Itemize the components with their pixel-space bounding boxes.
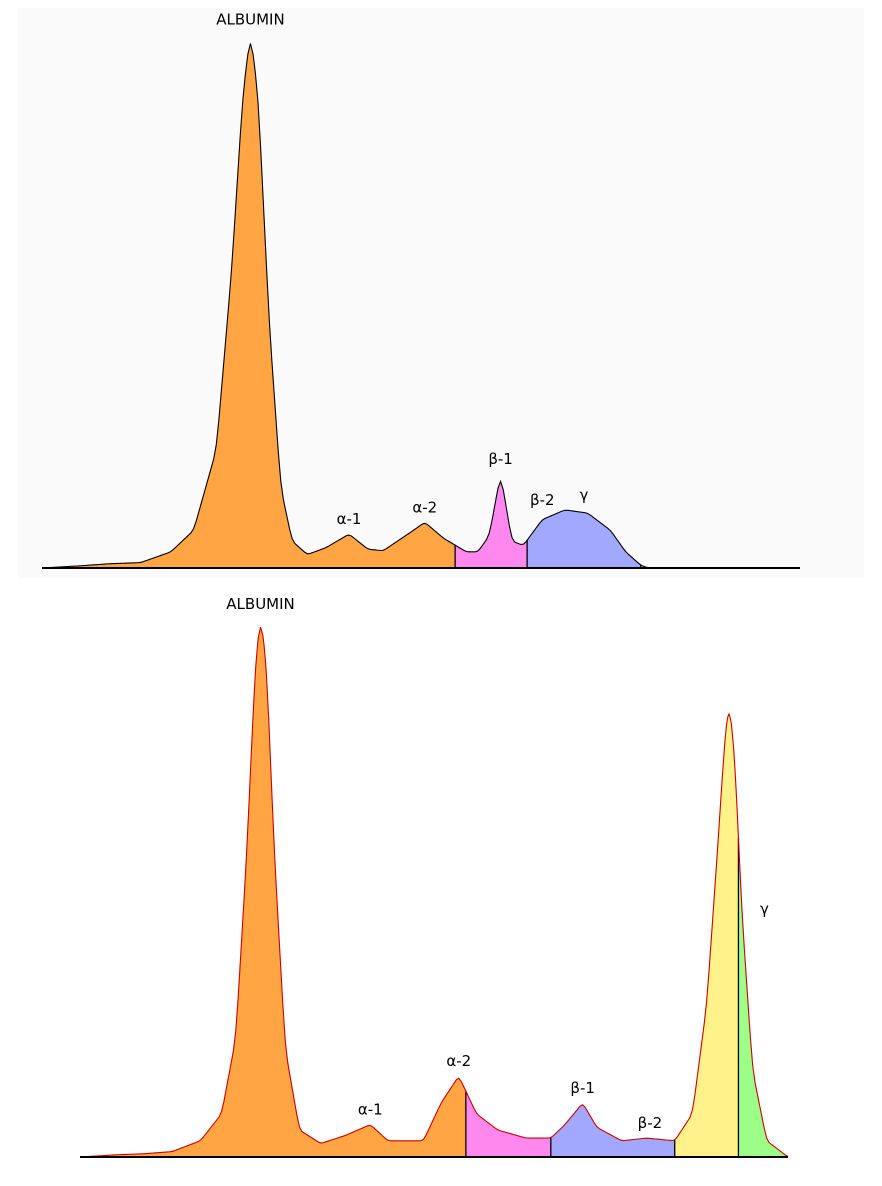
peak-label-4: β-1 (488, 450, 513, 468)
peak-label-6: γ (760, 900, 769, 918)
fraction-area-3 (550, 1104, 675, 1157)
peak-label-2: α-1 (358, 1101, 383, 1119)
fraction-area-4 (674, 714, 739, 1157)
peak-label-3: α-2 (446, 1052, 471, 1070)
plot-background (18, 8, 864, 578)
fraction-area-5 (738, 837, 788, 1157)
peak-label-1: ALBUMIN (226, 595, 294, 613)
peak-label-5: β-2 (530, 491, 555, 509)
normal-electrophoresis-chart: ALBUMIN α-1 α-2 β-1 β-2 γ (18, 8, 864, 578)
peak-label-3: α-2 (412, 498, 437, 516)
peak-label-6: γ (580, 486, 589, 504)
profile-outline (79, 626, 789, 1158)
peak-label-4: β-1 (570, 1079, 595, 1097)
fraction-area-1 (42, 43, 456, 568)
fraction-area-2 (465, 1091, 551, 1157)
peak-label-1: ALBUMIN (216, 11, 284, 29)
peak-label-5: β-2 (638, 1114, 663, 1132)
fraction-area-1 (80, 627, 466, 1157)
fraction-area-3 (527, 510, 641, 568)
gammopathy-electrophoresis-chart: ALBUMIN α-1 α-2 β-1 β-2 γ (0, 590, 882, 1186)
peak-label-2: α-1 (337, 510, 362, 528)
